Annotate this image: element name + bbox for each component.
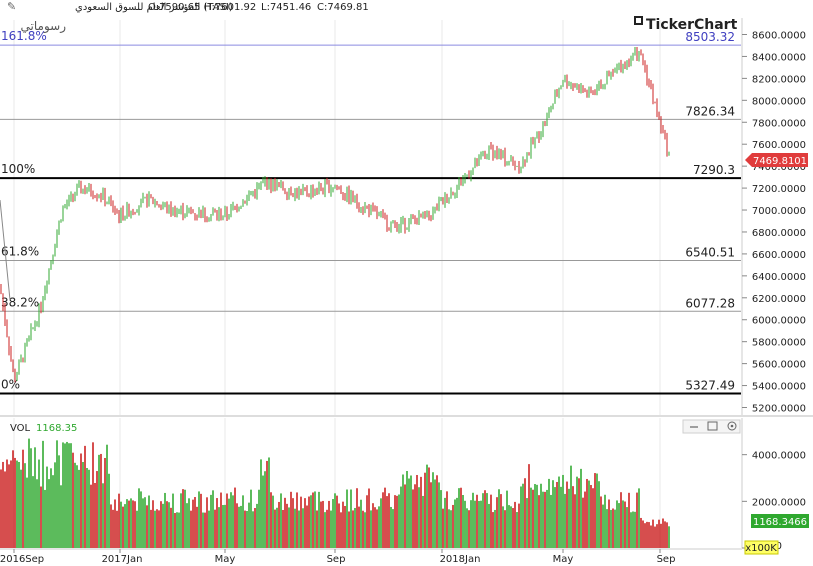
price-tick-label: 8600.0000 [752,31,806,42]
drawing-tool-icon[interactable]: ✎ [7,0,16,13]
last-price-badge: 7469.8101 [745,153,808,167]
fib-value-label: 5327.49 [685,379,735,393]
time-tick-label: 2016Sep [0,554,44,565]
volume-value: 1168.35 [36,423,77,434]
price-tick-label: 6200.0000 [752,294,806,305]
price-tick-label: 5400.0000 [752,382,806,393]
tickerchart-logo: TickerChart [634,16,738,33]
volume-tick-label: 2000.0000 [752,497,806,508]
open-value: O:7590.65 [148,2,200,13]
svg-text:1168.3466: 1168.3466 [753,517,807,528]
volume-series [0,438,670,548]
price-tick-label: 6800.0000 [752,228,806,239]
fib-value-label: 8503.32 [685,30,735,44]
fib-percent-label: 38.2% [1,295,39,309]
maximize-icon [707,421,718,431]
close-value: C:7469.81 [317,2,369,13]
price-tick-label: 7200.0000 [752,184,806,195]
price-tick-label: 6600.0000 [752,250,806,261]
settings-button[interactable] [727,421,737,431]
volume-tick-label: 4000.0000 [752,451,806,462]
fib-percent-label: 161.8% [1,29,47,43]
trend-tool-line[interactable] [0,199,11,301]
price-tick-label: 8400.0000 [752,52,806,63]
svg-text:TickerChart: TickerChart [646,17,738,33]
time-axis: 2016Sep 2017Jan May Sep 2018Jan May Sep [0,549,675,565]
svg-text:x100K: x100K [745,543,777,554]
price-tick-label: 5200.0000 [752,404,806,415]
volume-last-badge: 1168.3466 [751,514,809,528]
fib-value-label: 6540.51 [685,245,735,259]
svg-text:7469.8101: 7469.8101 [753,156,807,167]
volume-multiplier: x100K [744,540,779,555]
symbol-name: المؤشر العام للسوق السعودي (TASI) [75,2,233,13]
fib-value-label: 7290.3 [693,163,735,177]
time-tick-label: Sep [327,554,346,565]
volume-tick-label: 0 [776,541,782,552]
price-tick-label: 8200.0000 [752,74,806,85]
price-tick-label: 7800.0000 [752,118,806,129]
time-tick-label: May [553,554,574,565]
candlestick-series [0,46,670,383]
price-tick-label: 5600.0000 [752,360,806,371]
fib-value-label: 7826.34 [685,104,735,118]
fibonacci-levels[interactable]: 161.8% 8503.32 7826.34 100% 7290.3 61.8% 6540.… [0,29,741,395]
maximize-button[interactable] [707,421,718,431]
fib-percent-label: 100% [1,162,35,176]
fib-value-label: 6077.28 [685,296,735,310]
time-tick-label: 2017Jan [102,554,143,565]
low-value: L:7451.46 [261,2,311,13]
price-tick-label: 7600.0000 [752,140,806,151]
brand-text: رسوماتي [21,19,67,34]
volume-panel-controls [682,419,741,434]
time-tick-label: 2018Jan [440,554,481,565]
vertical-grid [13,20,661,548]
volume-axis: 4000.0000 2000.0000 0 [742,451,806,552]
price-tick-label: 7400.0000 [752,162,806,173]
price-tick-label: 6400.0000 [752,272,806,283]
price-tick-label: 6000.0000 [752,316,806,327]
header: ✎ رسوماتي المؤشر العام للسوق السعودي (TA… [7,0,738,34]
time-tick-label: May [215,554,236,565]
price-tick-label: 5800.0000 [752,338,806,349]
price-tick-label: 8000.0000 [752,96,806,107]
volume-label: VOL [10,423,31,434]
price-axis: 8600.0000 8400.0000 8200.0000 8000.0000 7800… [742,31,806,415]
time-tick-label: Sep [657,554,676,565]
price-tick-label: 7000.0000 [752,206,806,217]
fib-percent-label: 61.8% [1,244,39,258]
high-value: H:7601.92 [204,2,256,13]
gear-icon [727,421,737,431]
